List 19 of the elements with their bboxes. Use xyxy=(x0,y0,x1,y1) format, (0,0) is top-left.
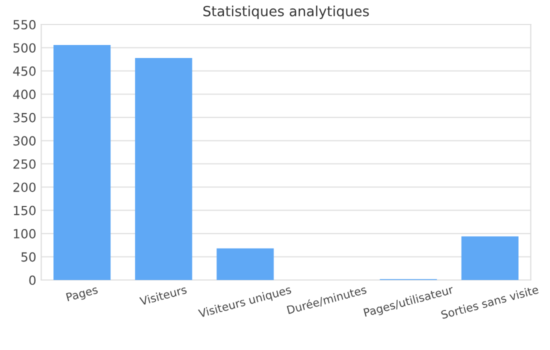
y-tick-label: 500 xyxy=(13,43,36,53)
y-tick-label: 150 xyxy=(14,206,36,216)
y-tick-label: 350 xyxy=(13,112,36,122)
y-tick-label: 50 xyxy=(21,252,36,262)
y-tick-label: 300 xyxy=(13,136,36,146)
x-tick-label: Pages xyxy=(66,285,99,304)
y-tick-label: 550 xyxy=(13,20,36,30)
y-tick-label: 0 xyxy=(29,275,36,285)
bar xyxy=(53,44,111,280)
y-tick-label: 100 xyxy=(14,229,36,238)
x-tick-label: Visiteurs xyxy=(139,285,188,306)
y-tick-label: 200 xyxy=(13,182,36,192)
y-tick-label: 450 xyxy=(13,66,36,76)
y-tick-label: 400 xyxy=(13,90,36,100)
bar xyxy=(135,58,192,280)
chart-title: Statistiques analytiques xyxy=(203,6,369,20)
bar xyxy=(216,248,274,280)
bar xyxy=(461,236,519,280)
y-tick-label: 250 xyxy=(13,159,36,169)
